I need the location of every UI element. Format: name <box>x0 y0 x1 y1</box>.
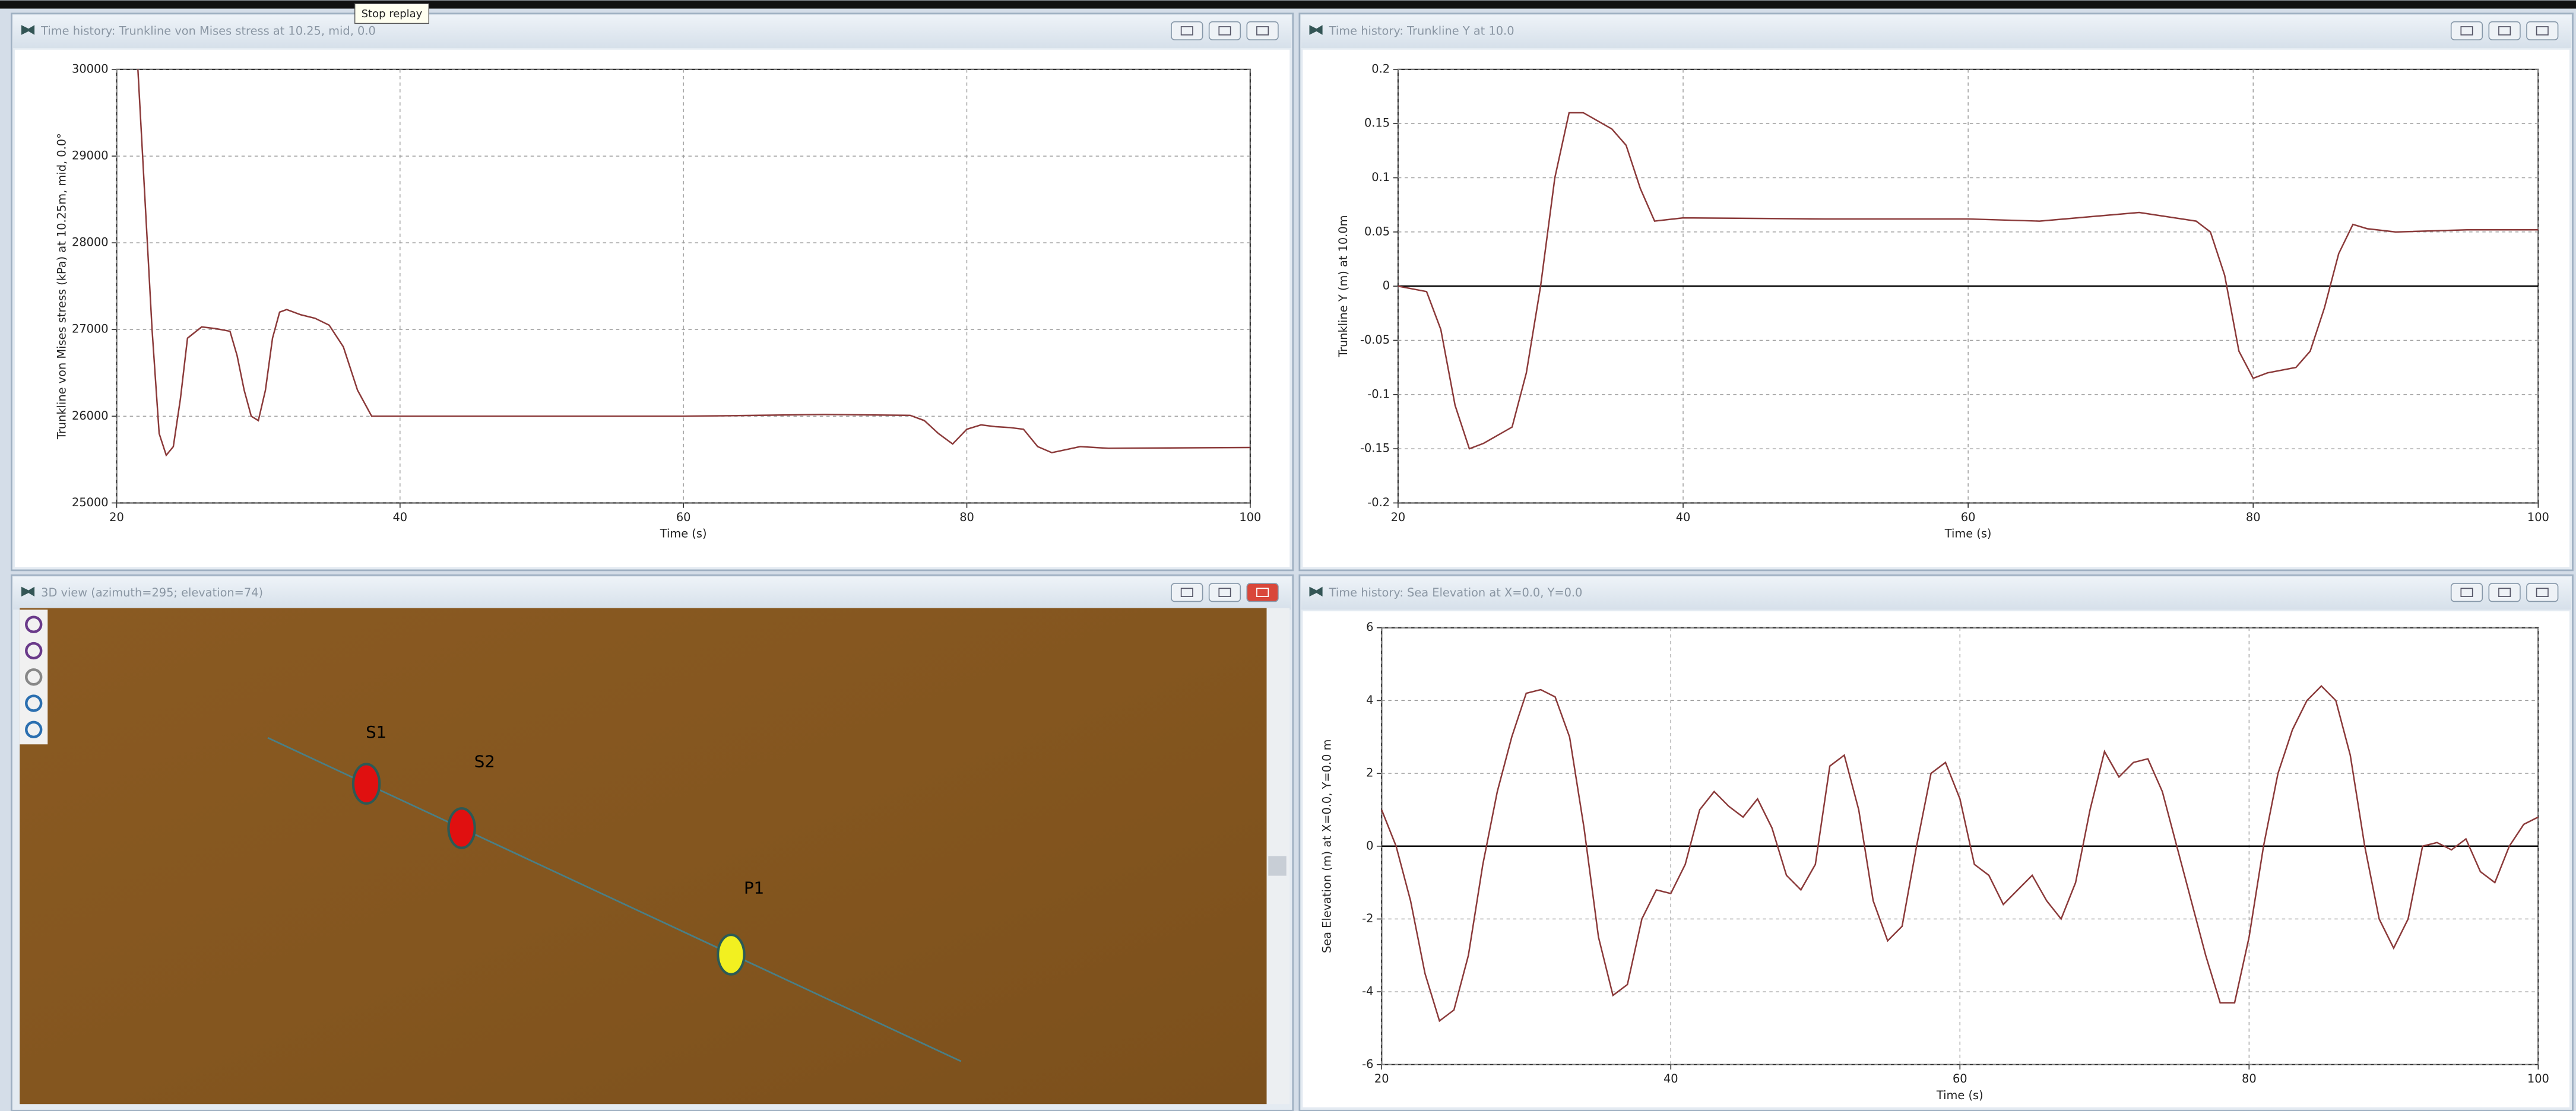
minimize-button[interactable] <box>2451 583 2483 601</box>
x-tick-label: 40 <box>1676 510 1691 524</box>
x-tick-label: 60 <box>1953 1072 1967 1085</box>
y-tick-label: -2 <box>1362 912 1373 925</box>
y-tick-label: -4 <box>1362 985 1373 998</box>
x-tick-label: 40 <box>392 510 407 524</box>
desktop: Time history: Trunkline von Mises stress… <box>0 0 2576 1111</box>
x-tick-label: 100 <box>2527 510 2549 524</box>
screen: Time history: Trunkline von Mises stress… <box>0 0 2576 1111</box>
y-tick-label: 0 <box>1366 839 1373 852</box>
maximize-button[interactable] <box>1209 583 1241 601</box>
minimize-button[interactable] <box>1171 583 1203 601</box>
y-tick-label: 0.05 <box>1364 224 1390 238</box>
minimize-button[interactable] <box>1171 22 1203 40</box>
y-tick-label: 28000 <box>72 236 109 249</box>
maximize-button[interactable] <box>2489 583 2520 601</box>
x-tick-label: 100 <box>2527 1072 2549 1085</box>
ground-plane <box>20 608 1266 1104</box>
sensor-marker <box>448 808 474 847</box>
tooltip-text: Stop replay <box>362 8 423 20</box>
minimize-button[interactable] <box>2451 22 2483 40</box>
x-tick-label: 60 <box>676 510 691 524</box>
window-title: 3D view (azimuth=295; elevation=74) <box>41 586 263 599</box>
y-tick-label: 29000 <box>72 149 109 163</box>
y-tick-label: 27000 <box>72 322 109 336</box>
y-axis-label: Trunkline von Mises stress (kPa) at 10.2… <box>55 133 69 440</box>
x-tick-label: 60 <box>1961 510 1976 524</box>
window-title: Time history: Trunkline von Mises stress… <box>40 24 376 38</box>
close-button[interactable] <box>2527 583 2558 601</box>
maximize-button[interactable] <box>2489 22 2520 40</box>
y-tick-label: 6 <box>1366 620 1373 634</box>
close-button[interactable] <box>2527 22 2558 40</box>
y-tick-label: -0.1 <box>1367 387 1390 401</box>
sensor-marker <box>718 935 744 974</box>
scroll-thumb[interactable] <box>1268 856 1286 875</box>
x-tick-label: 100 <box>1239 510 1261 524</box>
marker-label: S2 <box>474 752 495 772</box>
maximize-button[interactable] <box>1209 22 1241 40</box>
x-tick-label: 40 <box>1664 1072 1678 1085</box>
marker-label: P1 <box>744 878 764 898</box>
y-tick-label: 26000 <box>72 409 109 423</box>
window-title: Time history: Sea Elevation at X=0.0, Y=… <box>1329 586 1583 599</box>
x-tick-label: 20 <box>1374 1072 1389 1085</box>
y-tick-label: -0.2 <box>1367 496 1390 509</box>
y-tick-label: -6 <box>1362 1057 1373 1071</box>
close-button[interactable] <box>1247 22 1278 40</box>
y-tick-label: 30000 <box>72 62 109 75</box>
marker-label: S1 <box>366 722 386 742</box>
x-tick-label: 80 <box>2242 1072 2257 1085</box>
x-tick-label: 20 <box>109 510 124 524</box>
x-axis-label: Time (s) <box>660 527 707 541</box>
x-tick-label: 80 <box>959 510 974 524</box>
x-axis-label: Time (s) <box>1944 527 1992 541</box>
y-tick-label: 0 <box>1383 279 1390 293</box>
y-tick-label: 0.15 <box>1364 116 1390 130</box>
y-tick-label: 25000 <box>72 496 109 509</box>
y-tick-label: -0.15 <box>1360 442 1390 455</box>
y-tick-label: 0.2 <box>1371 62 1390 75</box>
toolbar <box>20 610 47 744</box>
y-tick-label: -0.05 <box>1360 333 1390 347</box>
y-tick-label: 4 <box>1366 693 1373 707</box>
window-title: Time history: Trunkline Y at 10.0 <box>1329 24 1514 38</box>
y-tick-label: 0.1 <box>1371 170 1390 184</box>
y-axis-label: Trunkline Y (m) at 10.0m <box>1336 215 1350 357</box>
close-button[interactable] <box>1247 583 1278 601</box>
x-tick-label: 80 <box>2246 510 2261 524</box>
y-tick-label: 2 <box>1366 766 1373 780</box>
y-axis-label: Sea Elevation (m) at X=0.0, Y=0.0 m <box>1320 739 1333 953</box>
x-axis-label: Time (s) <box>1936 1088 1984 1102</box>
x-tick-label: 20 <box>1391 510 1406 524</box>
sensor-marker <box>353 764 379 803</box>
